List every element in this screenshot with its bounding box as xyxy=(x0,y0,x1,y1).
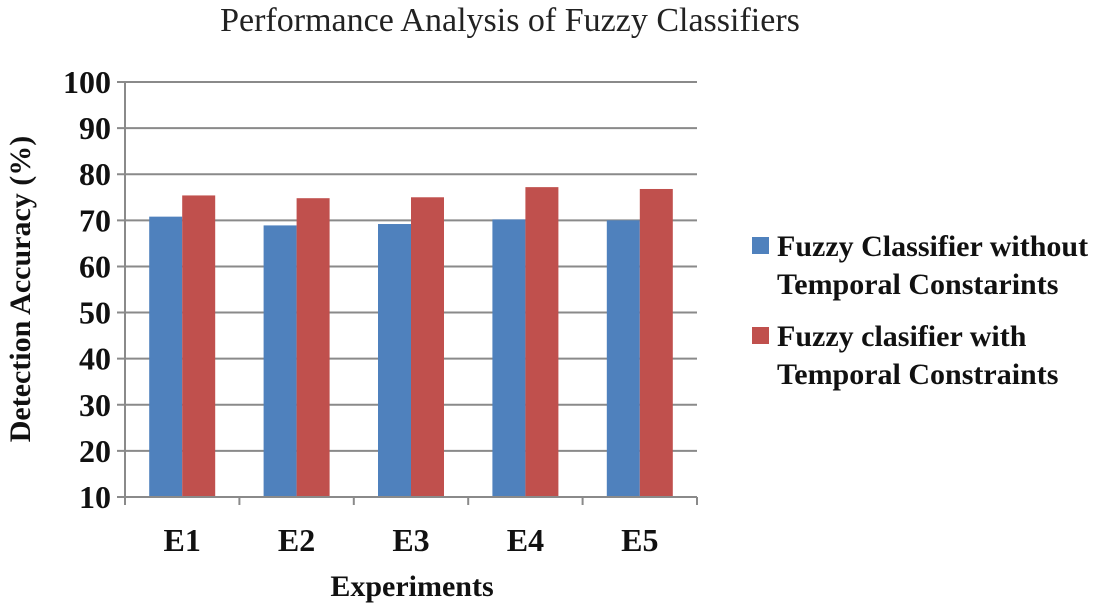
chart-title: Performance Analysis of Fuzzy Classifier… xyxy=(220,2,800,39)
y-tick-label: 60 xyxy=(79,248,111,284)
legend-item-with-temporal: Fuzzy clasifier with Temporal Constraint… xyxy=(752,318,1097,394)
legend-label: Fuzzy clasifier with Temporal Constraint… xyxy=(777,320,1059,391)
x-tick-label: E2 xyxy=(278,522,315,558)
y-tick-label: 90 xyxy=(79,110,111,146)
bar-e5-series-1 xyxy=(606,220,640,498)
legend-label: Fuzzy Classifier without Temporal Consta… xyxy=(777,230,1089,301)
bar-e3-series-2 xyxy=(411,197,444,497)
y-tick-label: 30 xyxy=(79,387,111,423)
bar-e2-series-2 xyxy=(296,198,330,497)
x-tick-label: E5 xyxy=(621,522,658,558)
x-tick-label: E3 xyxy=(392,522,429,558)
legend-swatch-red xyxy=(752,327,769,344)
bar-e5-series-2 xyxy=(639,188,673,497)
bars xyxy=(149,187,673,498)
y-axis-title: Detection Accuracy (%) xyxy=(4,136,37,443)
bar-e1-series-1 xyxy=(149,216,183,497)
axes xyxy=(124,82,698,505)
tick-labels: 10 20 30 40 50 60 70 80 90 100 E1 E2 E3 E4 E5 xyxy=(63,64,658,558)
legend-swatch-blue xyxy=(752,237,769,254)
x-tick-label: E4 xyxy=(507,522,544,558)
bar-e1-series-2 xyxy=(182,195,216,497)
bar-e4-series-1 xyxy=(492,219,526,497)
y-tick-label: 80 xyxy=(79,156,111,192)
y-tick-label: 20 xyxy=(79,433,111,469)
x-axis-title: Experiments xyxy=(330,570,493,603)
legend: Fuzzy Classifier without Temporal Consta… xyxy=(752,228,1097,408)
bar-e4-series-2 xyxy=(525,187,559,497)
y-tick-label: 70 xyxy=(79,202,111,238)
y-tick-label: 100 xyxy=(63,64,111,100)
y-tick-label: 40 xyxy=(79,341,111,377)
bar-e3-series-1 xyxy=(378,224,411,497)
y-tick-label: 10 xyxy=(79,479,111,515)
x-tick-label: E1 xyxy=(164,522,201,558)
bar-e2-series-1 xyxy=(263,225,297,497)
y-tick-label: 50 xyxy=(79,295,111,331)
legend-item-without-temporal: Fuzzy Classifier without Temporal Consta… xyxy=(752,228,1097,304)
